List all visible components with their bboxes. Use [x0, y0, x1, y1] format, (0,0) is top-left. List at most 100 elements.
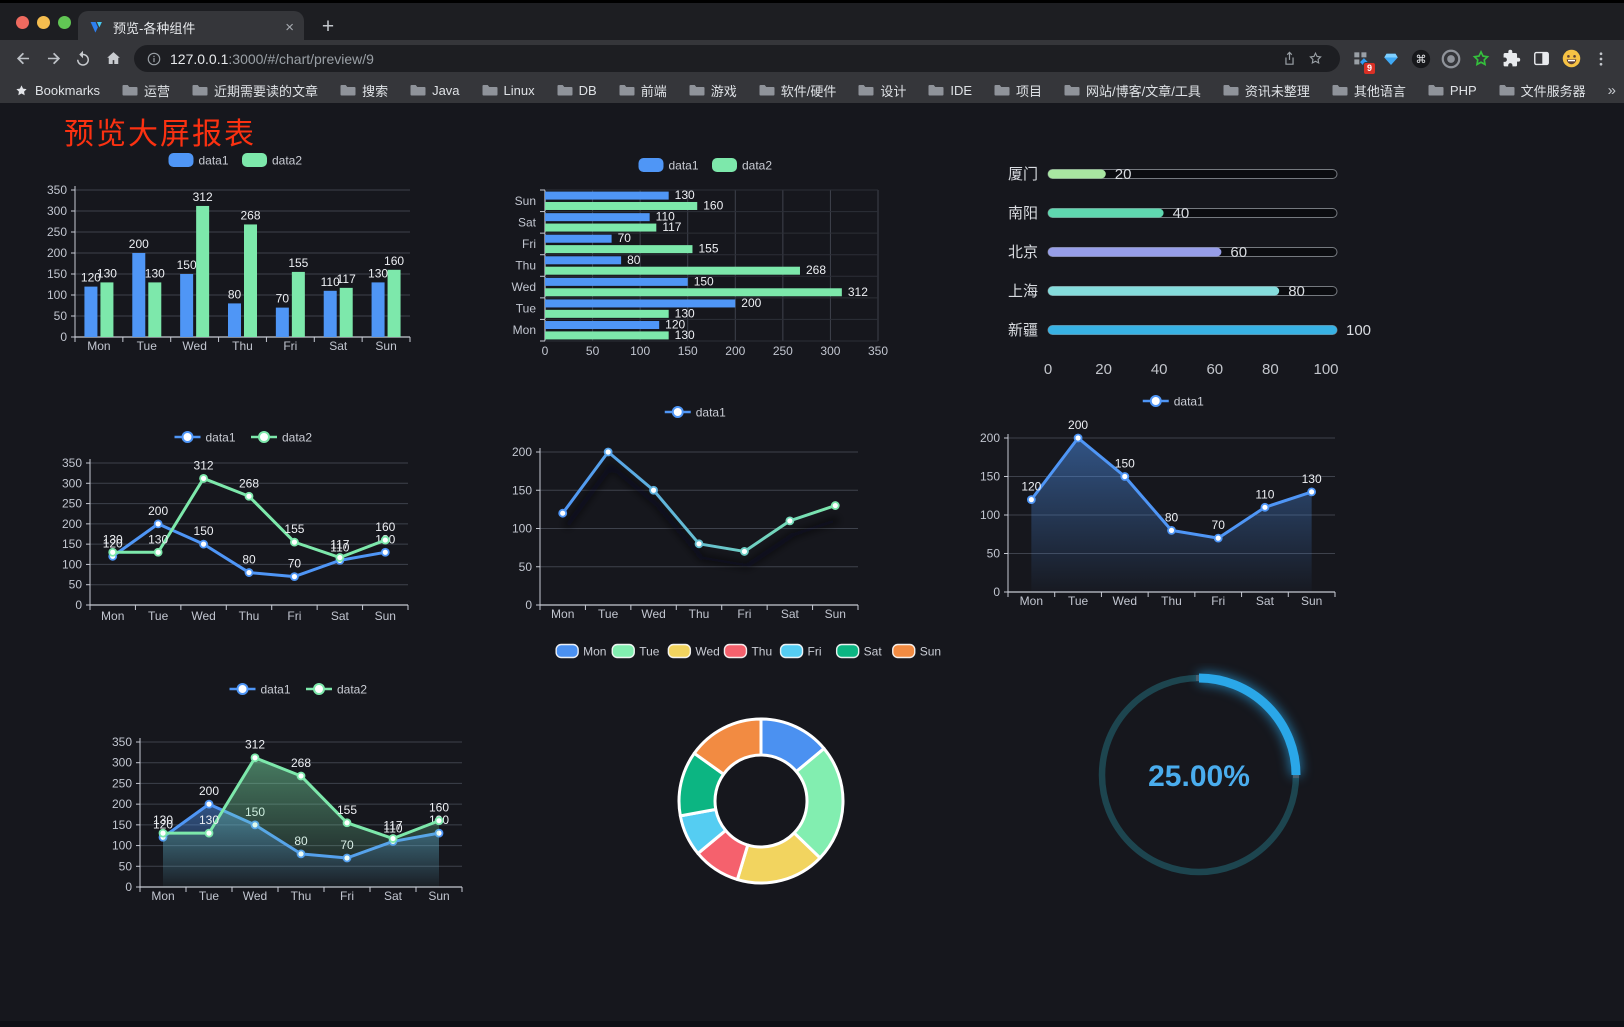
url-text: 127.0.0.1:3000/#/chart/preview/9 — [170, 51, 1276, 67]
svg-text:50: 50 — [54, 309, 68, 323]
svg-text:50: 50 — [119, 859, 133, 873]
svg-text:130: 130 — [199, 813, 219, 827]
legend-item[interactable]: Thu — [723, 643, 772, 659]
svg-text:268: 268 — [291, 756, 311, 770]
window-minimize-button[interactable] — [37, 16, 50, 29]
reload-icon — [77, 50, 89, 66]
svg-text:70: 70 — [288, 557, 302, 571]
svg-text:Tue: Tue — [137, 339, 158, 353]
folder-icon — [482, 84, 498, 95]
window-close-button[interactable] — [16, 16, 29, 29]
bookmark-star-button[interactable] — [1302, 50, 1328, 67]
svg-text:Sun: Sun — [375, 609, 396, 623]
svg-text:200: 200 — [47, 246, 67, 260]
legend-item[interactable]: data2 — [242, 153, 302, 168]
legend-item[interactable]: data1 — [168, 153, 229, 168]
bookmark-folder[interactable]: PHP — [1428, 83, 1477, 98]
bookmark-folder[interactable]: 其他语言 — [1332, 81, 1406, 100]
legend-item[interactable]: Mon — [555, 643, 606, 659]
svg-text:厦门: 厦门 — [1008, 166, 1038, 183]
svg-text:300: 300 — [112, 756, 132, 770]
legend-item[interactable]: data1 — [664, 406, 726, 420]
legend-item[interactable]: data1 — [229, 683, 291, 697]
bookmark-folder[interactable]: DB — [557, 83, 597, 98]
legend-item[interactable]: Fri — [779, 643, 822, 659]
svg-text:北京: 北京 — [1008, 244, 1038, 261]
bookmarks-root[interactable]: Bookmarks — [14, 83, 100, 98]
gem-icon — [1384, 53, 1398, 65]
svg-text:117: 117 — [337, 272, 356, 286]
folder-icon — [1223, 84, 1239, 95]
window-zoom-button[interactable] — [58, 16, 71, 29]
back-button[interactable] — [8, 44, 38, 74]
bookmarks-overflow-chevron[interactable]: » — [1607, 81, 1617, 99]
extension-command-button[interactable]: ⌘ — [1406, 44, 1436, 74]
home-button[interactable] — [98, 44, 128, 74]
legend-item[interactable]: data1 — [638, 158, 699, 173]
chart-horizontal-bar: 0 50 100 150 200 250 300 350 Sun Sat Fri Thu Wed Tue M… — [500, 145, 900, 378]
bookmark-folder[interactable]: Linux — [482, 83, 535, 98]
bookmark-folder[interactable]: 软件/硬件 — [759, 81, 836, 100]
extensions-puzzle-button[interactable] — [1496, 44, 1526, 74]
svg-text:Sun: Sun — [825, 607, 846, 621]
svg-text:80: 80 — [627, 253, 641, 267]
split-view-button[interactable] — [1526, 44, 1556, 74]
svg-text:50: 50 — [987, 547, 1001, 561]
extension-gem-button[interactable] — [1376, 44, 1406, 74]
bookmark-folder[interactable]: 项目 — [994, 81, 1042, 100]
svg-text:Mon: Mon — [551, 607, 574, 621]
svg-text:50: 50 — [69, 578, 83, 592]
bookmark-folder[interactable]: 资讯未整理 — [1223, 81, 1310, 100]
bookmark-folder[interactable]: 网站/博客/文章/工具 — [1064, 81, 1201, 100]
legend-item[interactable]: data2 — [251, 431, 312, 445]
svg-text:data1: data1 — [696, 406, 726, 420]
legend-item[interactable]: Wed — [667, 643, 720, 659]
extension-green-star-button[interactable] — [1466, 44, 1496, 74]
bookmark-folder[interactable]: 设计 — [858, 81, 906, 100]
bookmark-folder[interactable]: 近期需要读的文章 — [192, 81, 318, 100]
donut-slice-Sun[interactable] — [692, 717, 763, 776]
browser-menu-button[interactable] — [1586, 44, 1616, 74]
reload-button[interactable] — [68, 44, 98, 74]
bookmark-folder[interactable]: Java — [410, 83, 460, 98]
svg-text:268: 268 — [240, 208, 260, 222]
svg-text:268: 268 — [239, 476, 259, 490]
extension-record-button[interactable] — [1436, 44, 1466, 74]
emoji-extension-button[interactable] — [1556, 44, 1586, 74]
forward-button[interactable] — [38, 44, 68, 74]
bookmark-folder-label: 前端 — [640, 83, 667, 99]
svg-text:Wed: Wed — [512, 280, 536, 294]
legend-item[interactable]: Tue — [611, 643, 660, 659]
legend-item[interactable]: Sun — [892, 643, 941, 659]
legend-item[interactable]: data2 — [306, 683, 367, 697]
extension-grid-button[interactable]: 9 — [1346, 44, 1376, 75]
share-button[interactable] — [1276, 50, 1302, 67]
legend-item[interactable]: data1 — [1142, 395, 1204, 409]
svg-text:150: 150 — [62, 537, 82, 551]
tab-close-icon[interactable]: × — [285, 18, 294, 36]
svg-text:120: 120 — [665, 318, 685, 332]
svg-text:Fri: Fri — [1211, 594, 1225, 608]
browser-tab[interactable]: 预览-各种组件 × — [78, 11, 304, 43]
svg-text:130: 130 — [675, 188, 695, 202]
svg-text:Thu: Thu — [1161, 594, 1182, 608]
legend-item[interactable]: data1 — [174, 431, 236, 445]
bookmark-folder[interactable]: 前端 — [619, 81, 667, 100]
svg-text:Thu: Thu — [291, 889, 312, 903]
bookmark-folder[interactable]: 游戏 — [689, 81, 737, 100]
address-bar[interactable]: 127.0.0.1:3000/#/chart/preview/9 — [134, 45, 1340, 72]
bookmark-folder[interactable]: IDE — [928, 83, 972, 98]
svg-text:300: 300 — [62, 476, 82, 490]
svg-text:110: 110 — [321, 275, 340, 289]
bookmark-folder[interactable]: 搜索 — [340, 81, 388, 100]
page-info-icon[interactable] — [146, 51, 162, 67]
new-tab-button[interactable]: + — [321, 15, 335, 38]
bookmark-folder-label: 项目 — [1016, 83, 1043, 99]
legend-item[interactable]: Sat — [835, 643, 883, 659]
svg-text:25.00%: 25.00% — [1148, 760, 1250, 793]
legend-item[interactable]: data2 — [712, 158, 772, 173]
bookmark-folder[interactable]: 运营 — [122, 81, 170, 100]
svg-text:Mon: Mon — [1020, 594, 1043, 608]
bookmark-folder-label: IDE — [950, 82, 973, 98]
bookmark-folder[interactable]: 文件服务器 — [1499, 81, 1586, 100]
